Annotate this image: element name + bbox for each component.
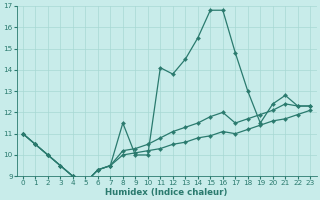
X-axis label: Humidex (Indice chaleur): Humidex (Indice chaleur) <box>105 188 228 197</box>
